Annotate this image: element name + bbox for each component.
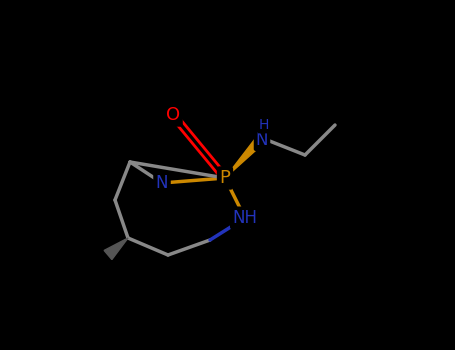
Text: N: N (256, 131, 268, 149)
Text: O: O (166, 106, 180, 124)
Text: H: H (259, 118, 269, 132)
Text: N: N (156, 174, 168, 192)
Polygon shape (225, 135, 266, 178)
Polygon shape (104, 238, 128, 260)
Text: NH: NH (233, 209, 258, 227)
Text: P: P (220, 169, 230, 187)
